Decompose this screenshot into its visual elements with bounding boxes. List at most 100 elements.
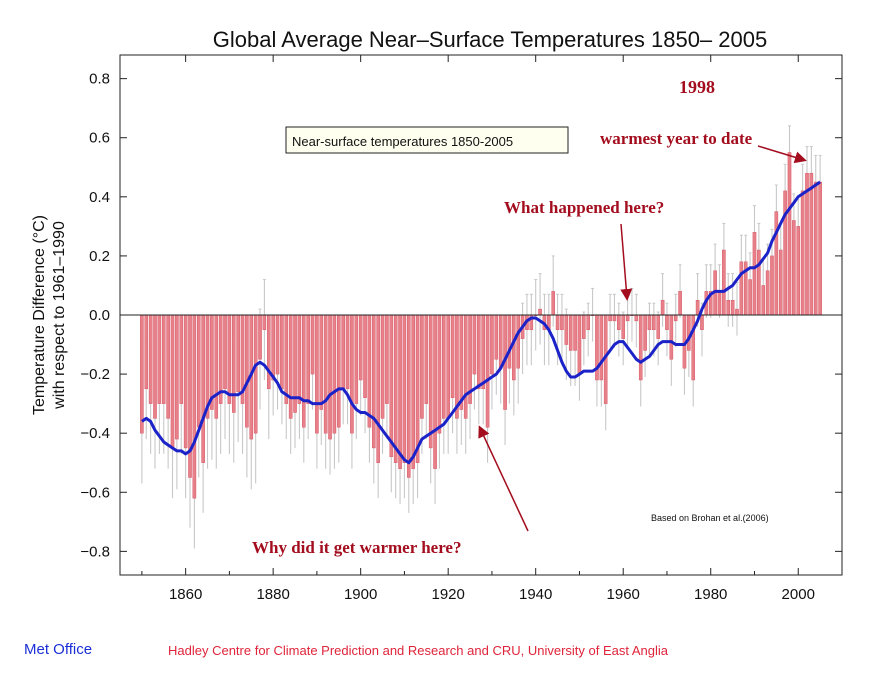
temperature-bar: [568, 314, 573, 351]
temperature-bar: [398, 314, 402, 469]
temperature-bar: [485, 314, 490, 428]
temperature-bar: [761, 285, 766, 316]
temperature-bar: [415, 314, 420, 463]
temperature-bar: [660, 300, 665, 316]
temperature-bar: [538, 308, 542, 316]
annotation-why-warmer: Why did it get warmer here?: [252, 538, 461, 557]
temperature-bar: [813, 181, 818, 316]
temperature-bar: [393, 314, 398, 463]
y-tick-label: −0.6: [80, 484, 110, 501]
temperature-bar: [665, 314, 669, 330]
temperature-bar: [363, 314, 367, 398]
temperature-bar: [306, 314, 310, 404]
temperature-bar: [201, 314, 205, 463]
temperature-bar: [424, 314, 429, 404]
temperature-bar: [358, 314, 363, 381]
temperature-bar: [652, 314, 656, 330]
smoothed-trend-line: [141, 180, 821, 465]
temperature-bar: [337, 314, 341, 428]
temperature-bar: [288, 314, 293, 419]
temperature-bar: [494, 314, 499, 360]
temperature-bar: [481, 314, 485, 390]
y-tick-label: −0.2: [80, 366, 110, 383]
temperature-bar: [442, 314, 446, 419]
temperature-bar: [778, 249, 783, 316]
temperature-bar: [687, 314, 691, 351]
temperature-bar: [739, 261, 744, 316]
temperature-bar: [638, 314, 643, 381]
arrow-why-warmer: [478, 425, 529, 532]
temperature-bar: [402, 314, 407, 463]
temperature-bar: [722, 249, 726, 316]
temperature-bar: [258, 314, 262, 360]
temperature-bar: [407, 314, 411, 478]
temperature-bar: [236, 314, 240, 393]
temperature-bar: [669, 314, 674, 360]
temperature-bar: [717, 291, 722, 316]
y-tick-label: −0.8: [80, 543, 110, 560]
temperature-bar: [516, 314, 520, 369]
temperature-bar: [573, 314, 577, 351]
temperature-bar: [170, 314, 175, 449]
x-tick-label: 1980: [694, 586, 727, 603]
temperature-bar: [140, 314, 144, 434]
temperature-bar: [323, 314, 328, 434]
temperature-bar: [498, 314, 503, 369]
temperature-bar: [463, 314, 468, 419]
temperature-bar: [735, 308, 739, 316]
footer-hadley-centre: Hadley Centre for Climate Prediction and…: [168, 643, 669, 658]
temperature-bar: [752, 232, 757, 316]
temperature-bar: [490, 314, 494, 375]
chart-title: Global Average Near–Surface Temperatures…: [213, 27, 767, 52]
temperature-bar: [787, 152, 792, 316]
temperature-bar: [161, 314, 166, 404]
temperature-bar: [730, 300, 735, 316]
temperature-bar: [310, 314, 315, 375]
temperature-bar: [332, 314, 337, 434]
x-tick-label: 1960: [607, 586, 640, 603]
temperature-bar: [678, 291, 682, 316]
temperature-bar: [800, 190, 805, 316]
temperature-bar: [280, 314, 284, 390]
temperature-bar: [792, 220, 796, 316]
temperature-bar: [231, 314, 236, 413]
temperature-bar: [341, 314, 345, 390]
temperature-bar: [586, 314, 590, 330]
temperature-bar: [577, 314, 582, 375]
temperature-bar: [315, 314, 319, 434]
temperature-bar: [459, 314, 464, 410]
temperature-bar: [656, 314, 660, 339]
x-tick-label: 1900: [344, 586, 377, 603]
legend-text: Near-surface temperatures 1850-2005: [292, 134, 513, 149]
x-tick-label: 1940: [519, 586, 552, 603]
temperature-bar: [411, 314, 415, 469]
temperature-bar: [271, 314, 275, 381]
temperature-bar: [477, 314, 481, 390]
temperature-bar: [446, 314, 450, 419]
temperature-bar: [805, 172, 809, 316]
temperature-bar: [599, 314, 604, 381]
temperature-bar: [560, 314, 564, 330]
temperature-bar: [512, 314, 516, 381]
temperature-bar: [253, 314, 258, 434]
temperature-bar: [428, 314, 433, 449]
temperature-bar: [227, 314, 232, 404]
arrow-what-happened: [620, 223, 633, 301]
temperature-bar: [564, 314, 569, 345]
temperature-bar: [385, 314, 389, 404]
temperature-bar: [192, 314, 197, 499]
annotation-1998: 1998: [679, 77, 715, 97]
temperature-bar: [148, 314, 153, 404]
temperature-bar: [420, 314, 424, 419]
temperature-bar: [144, 314, 149, 390]
temperature-bar: [450, 314, 455, 398]
temperature-bar: [380, 314, 385, 419]
temperature-bar: [297, 314, 302, 404]
temperature-bar: [783, 190, 787, 316]
temperature-bar: [302, 314, 306, 428]
temperature-bar: [166, 314, 170, 419]
legend-box: Near-surface temperatures 1850-2005: [285, 126, 569, 154]
temperature-bar: [809, 172, 814, 316]
